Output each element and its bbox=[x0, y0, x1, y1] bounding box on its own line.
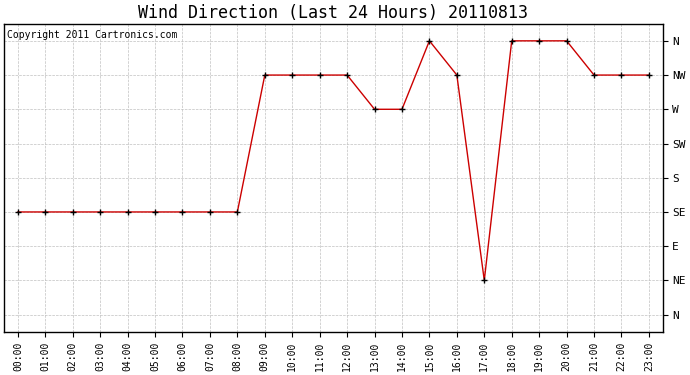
Text: Copyright 2011 Cartronics.com: Copyright 2011 Cartronics.com bbox=[8, 30, 178, 40]
Title: Wind Direction (Last 24 Hours) 20110813: Wind Direction (Last 24 Hours) 20110813 bbox=[139, 4, 529, 22]
